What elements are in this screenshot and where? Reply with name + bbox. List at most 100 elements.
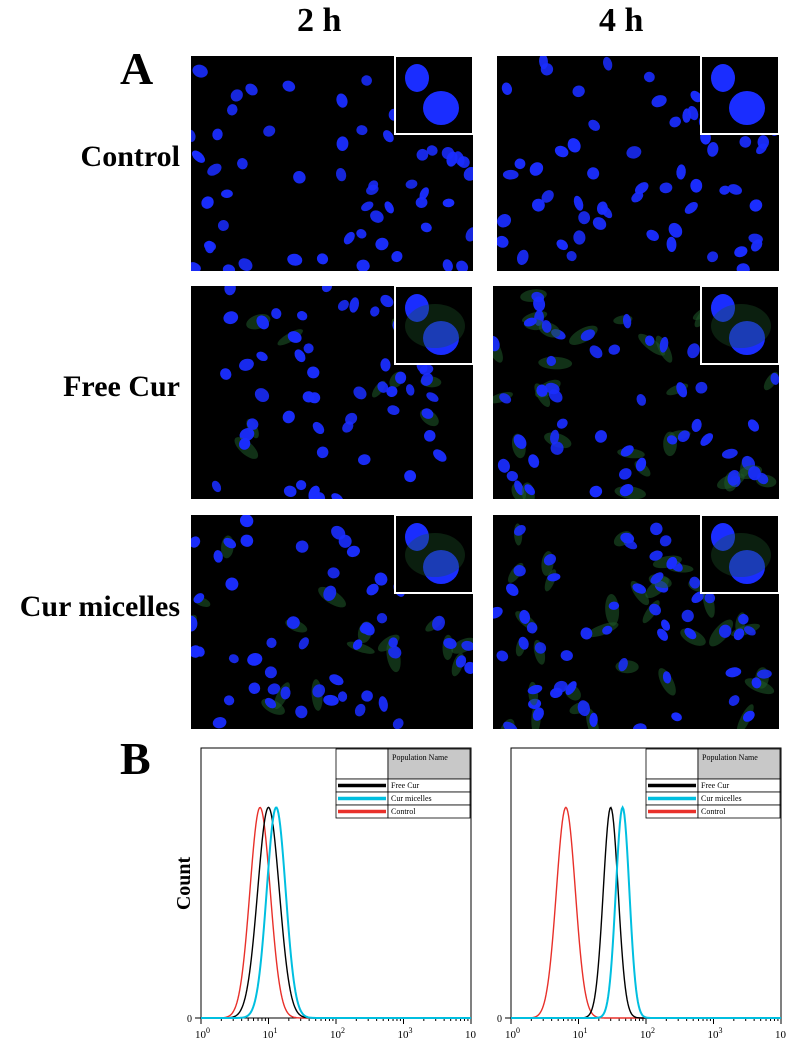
cell-nucleus: [294, 349, 306, 363]
cell-nucleus: [634, 182, 649, 195]
cell-nucleus: [346, 545, 360, 558]
cell-nucleus: [335, 168, 347, 182]
cell-nucleus: [432, 615, 445, 631]
inset-nucleus: [423, 321, 459, 355]
micrograph-cur-micelles-2h: [191, 515, 473, 729]
cell-nucleus: [419, 364, 434, 375]
x-tick-label: 104: [775, 1026, 786, 1041]
cell-nucleus: [378, 696, 388, 712]
cell-nucleus: [254, 388, 270, 403]
cell-nucleus: [529, 162, 544, 176]
cell-nucleus: [589, 712, 598, 727]
cell-nucleus: [424, 430, 436, 442]
cell-nucleus: [526, 622, 538, 634]
cell-nucleus: [756, 669, 772, 679]
cell-nucleus: [770, 372, 779, 385]
cell-nucleus: [312, 684, 326, 698]
cell-nucleus: [312, 492, 326, 499]
cell-nucleus: [527, 684, 543, 695]
cell-nucleus: [191, 615, 198, 632]
cell-nucleus: [377, 381, 389, 393]
inset-nucleus: [405, 294, 429, 322]
legend-title: Population Name: [702, 753, 758, 762]
cell-nucleus: [541, 190, 554, 203]
cell-nucleus: [316, 253, 329, 265]
cell-nucleus: [415, 196, 428, 208]
cell-nucleus: [361, 201, 374, 212]
cell-nucleus: [211, 480, 222, 493]
cell-nucleus: [707, 251, 719, 263]
cell-nucleus: [573, 195, 584, 211]
cell-nucleus: [217, 220, 229, 232]
cell-nucleus: [718, 624, 732, 638]
cell-nucleus: [416, 148, 429, 161]
cell-nucleus: [514, 480, 524, 496]
cell-nucleus: [331, 493, 344, 499]
cell-nucleus: [513, 434, 527, 449]
cell-nucleus: [228, 654, 239, 664]
inset-nucleus: [729, 550, 765, 584]
cell-nucleus: [669, 116, 681, 128]
legend-header-blank: [645, 748, 699, 780]
cell-nucleus: [227, 104, 238, 116]
cell-nucleus: [727, 470, 741, 486]
cell-nucleus: [502, 169, 519, 180]
cell-nucleus: [201, 196, 214, 209]
cell-nucleus: [497, 235, 509, 248]
cell-nucleus: [728, 695, 740, 706]
x-tick-label: 101: [263, 1026, 278, 1041]
cell-nucleus: [636, 394, 647, 406]
cell-nucleus: [608, 344, 621, 355]
cell-nucleus: [560, 650, 573, 661]
cell-nucleus: [554, 145, 569, 158]
cell-nucleus: [267, 683, 281, 695]
cell-nucleus: [602, 625, 613, 635]
inset-cytoplasm: [405, 304, 465, 348]
cell-nucleus: [316, 446, 329, 459]
cell-nucleus: [223, 537, 237, 549]
cell-nucleus: [620, 445, 634, 457]
cell-nucleus: [608, 601, 620, 610]
row-label-free-cur: Free Cur: [63, 370, 180, 403]
cell-nucleus: [646, 229, 659, 241]
cell-nucleus: [618, 657, 628, 672]
cell-nucleus: [666, 556, 678, 570]
cell-nucleus: [532, 707, 544, 721]
cell-nucleus: [374, 572, 388, 586]
cell-nucleus: [506, 583, 519, 596]
cell-nucleus: [246, 418, 259, 430]
cell-nucleus: [631, 191, 644, 203]
cell-nucleus: [748, 233, 763, 244]
cell-nucleus: [532, 198, 545, 212]
cell-nucleus: [676, 382, 688, 398]
cell-nucleus: [676, 164, 686, 180]
cell-nucleus: [264, 697, 277, 709]
micrograph-cur-micelles-4h: [493, 515, 779, 729]
row-label-cur-micelles: Cur micelles: [19, 590, 180, 623]
micrograph-canvas: [191, 56, 473, 271]
cell-nucleus: [659, 182, 673, 194]
cell-nucleus: [619, 484, 634, 497]
cell-nucleus: [651, 95, 667, 108]
cell-nucleus: [405, 179, 418, 189]
cell-nucleus: [533, 296, 546, 312]
cell-nucleus: [734, 246, 748, 258]
cell-nucleus: [323, 694, 339, 706]
inset-nucleus: [711, 523, 735, 551]
cell-nucleus: [550, 429, 560, 445]
cell-nucleus: [677, 430, 690, 443]
cell-nucleus: [690, 90, 702, 103]
inset-cytoplasm: [711, 533, 771, 577]
cell-nucleus: [247, 653, 263, 666]
cell-nucleus: [739, 136, 752, 148]
micrograph-canvas: [493, 286, 779, 499]
cell-nucleus: [523, 317, 537, 327]
cell-nucleus: [514, 158, 526, 170]
cell-nucleus: [548, 389, 563, 403]
cell-nucleus: [384, 201, 394, 214]
cell-nucleus: [222, 264, 236, 271]
x-tick-label: 100: [195, 1026, 210, 1041]
cell-nucleus: [493, 335, 500, 352]
x-tick-label: 103: [398, 1026, 413, 1041]
panel-b-label: B: [120, 733, 151, 784]
